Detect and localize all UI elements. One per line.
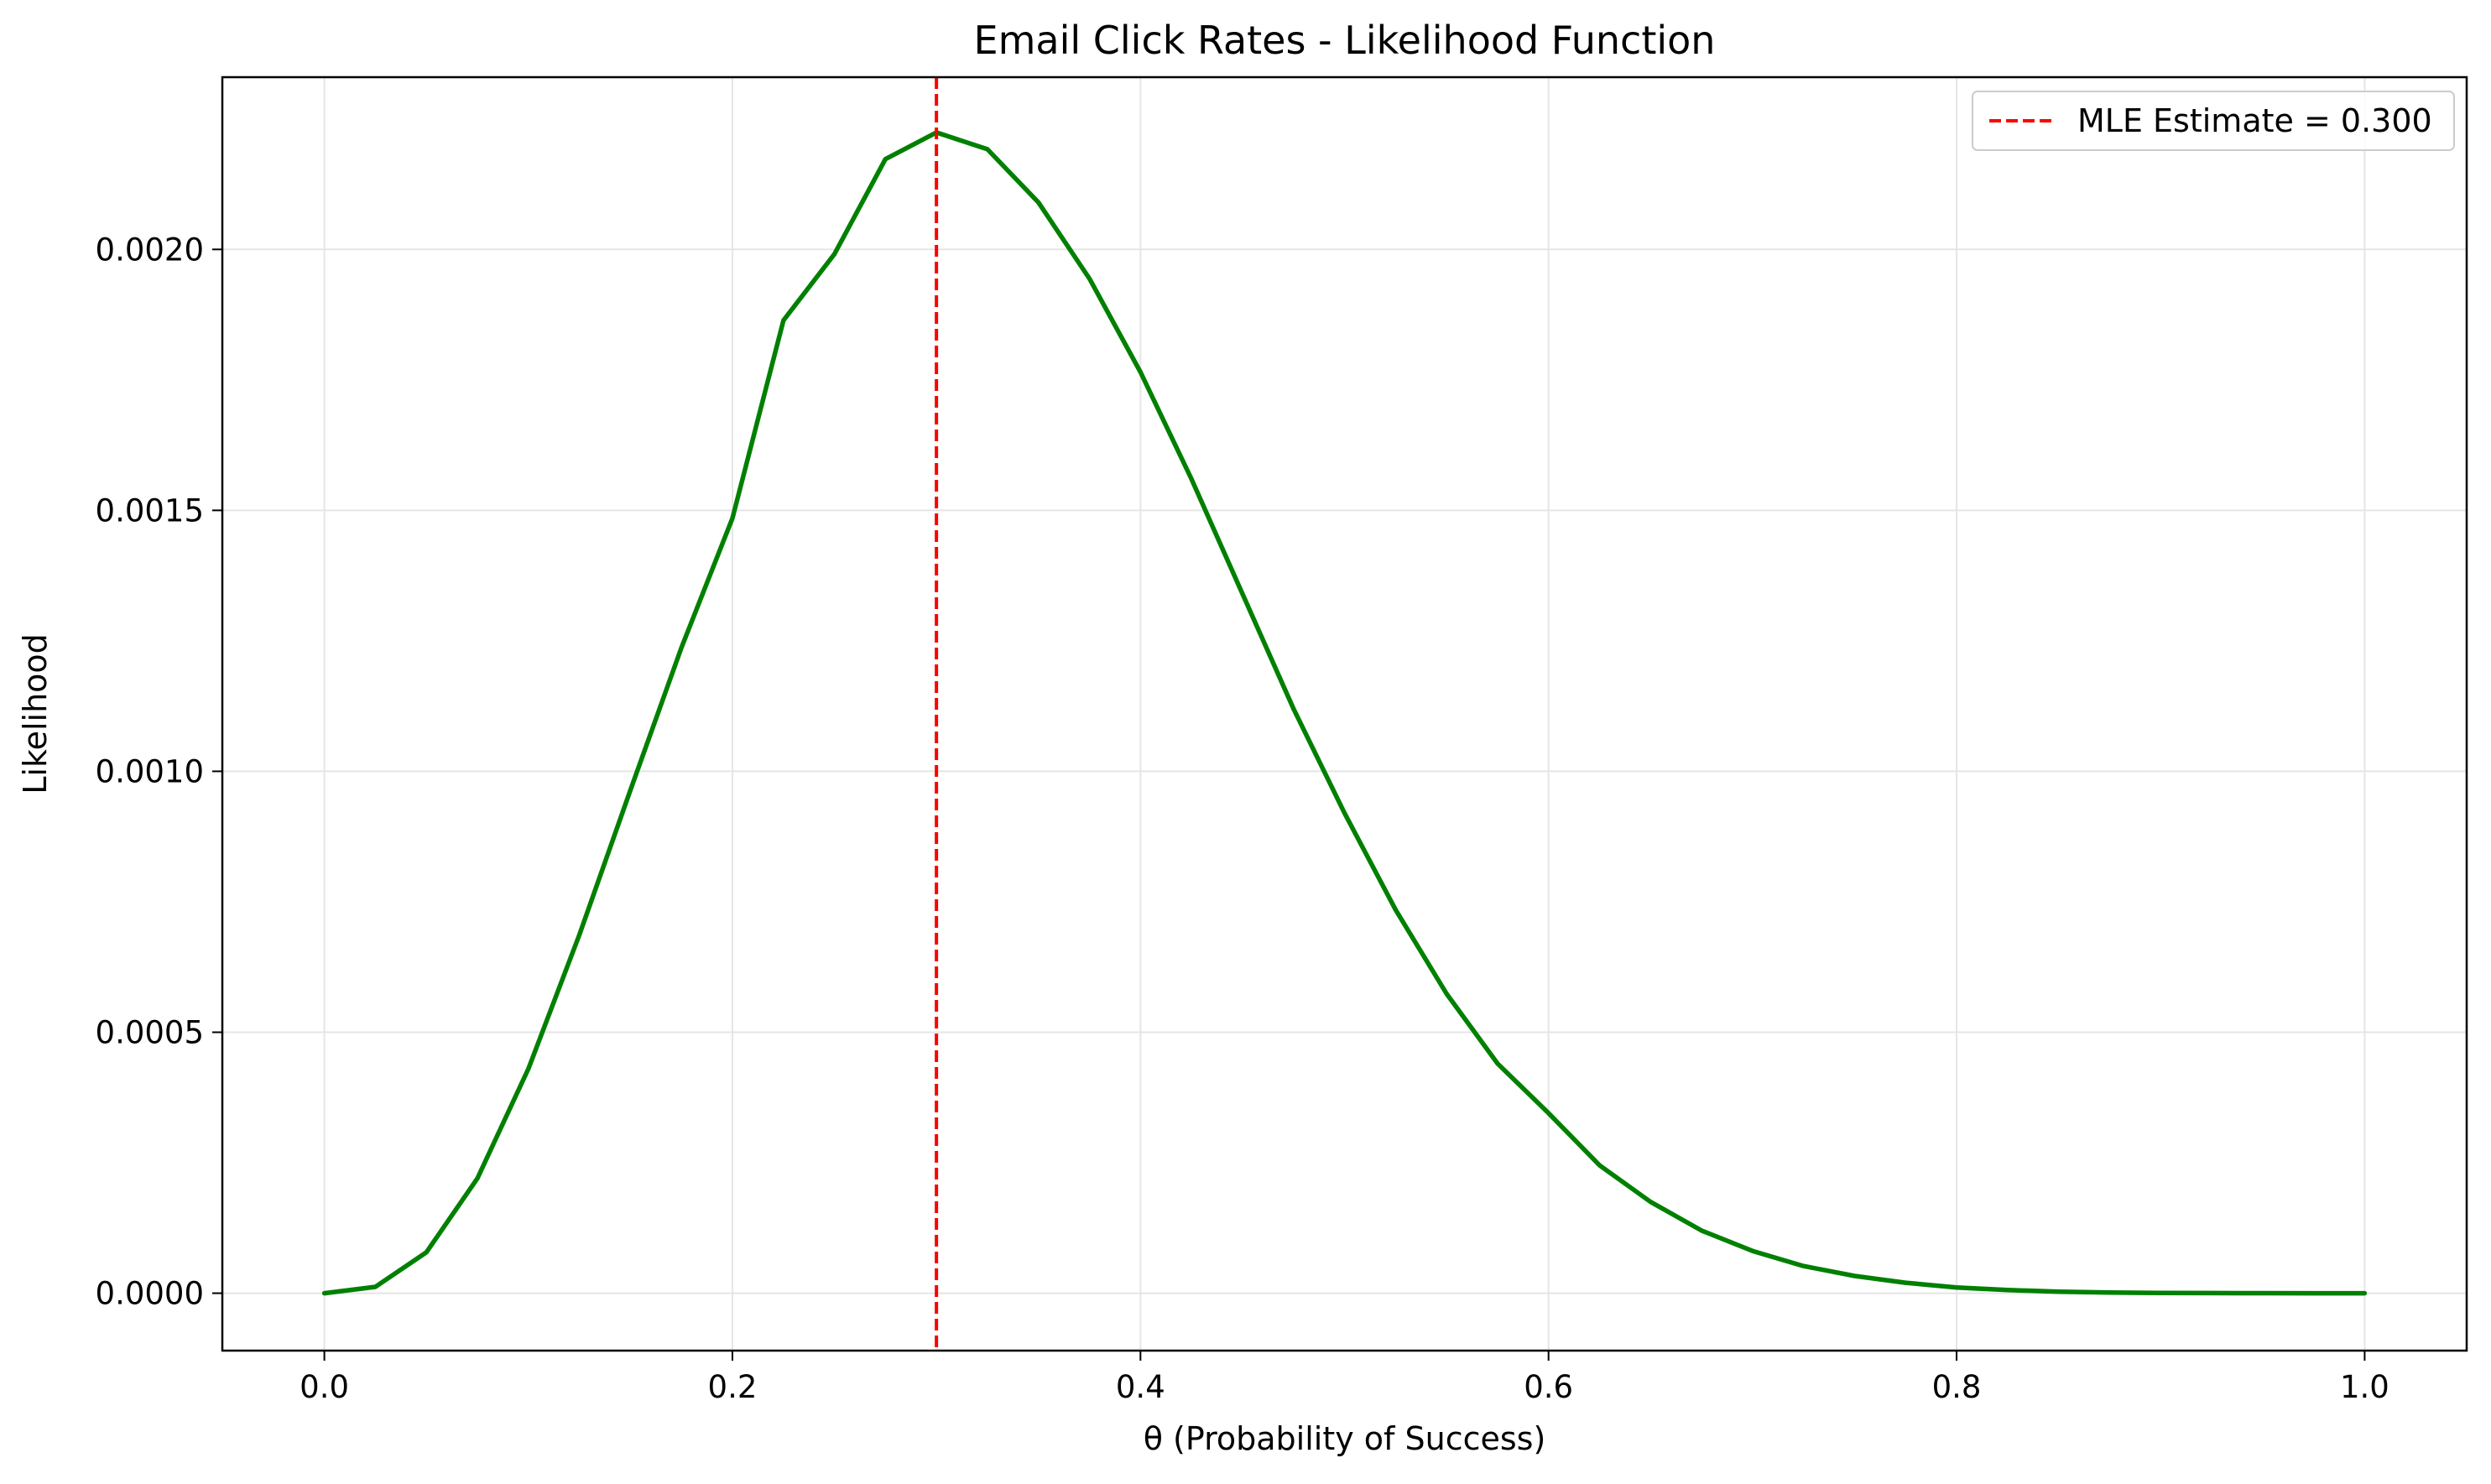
- y-tick-label: 0.0010: [96, 753, 204, 789]
- plot-data: [321, 77, 2368, 1351]
- legend-box: [1972, 91, 2455, 151]
- plot-frame: [221, 76, 2468, 1352]
- grid: [222, 77, 2467, 1351]
- x-tick-label: 0.0: [300, 1369, 349, 1405]
- chart-title: Email Click Rates - Likelihood Function: [974, 18, 1716, 63]
- y-tick-label: 0.0015: [96, 492, 204, 529]
- x-tick-label: 1.0: [2340, 1369, 2389, 1405]
- x-tick-label: 0.8: [1932, 1369, 1982, 1405]
- x-tick-label: 0.6: [1524, 1369, 1573, 1405]
- y-tick-label: 0.0020: [96, 232, 204, 268]
- x-tick-label: 0.4: [1116, 1369, 1165, 1405]
- legend: MLE Estimate = 0.300: [1972, 91, 2455, 151]
- likelihood-curve: [321, 130, 2368, 1296]
- x-tick-label: 0.2: [708, 1369, 758, 1405]
- x-axis-title: θ (Probability of Success): [1144, 1420, 1546, 1457]
- y-axis-title: Likelihood: [17, 633, 54, 794]
- y-tick-label: 0.0000: [96, 1276, 204, 1312]
- y-tick-label: 0.0005: [96, 1015, 204, 1051]
- legend-label-mle: MLE Estimate = 0.300: [2077, 102, 2432, 139]
- axis-ticks: 0.0 0.2 0.4 0.6 0.8 1.0 0.0000 0.0005 0.0010 0.00…: [96, 232, 2389, 1405]
